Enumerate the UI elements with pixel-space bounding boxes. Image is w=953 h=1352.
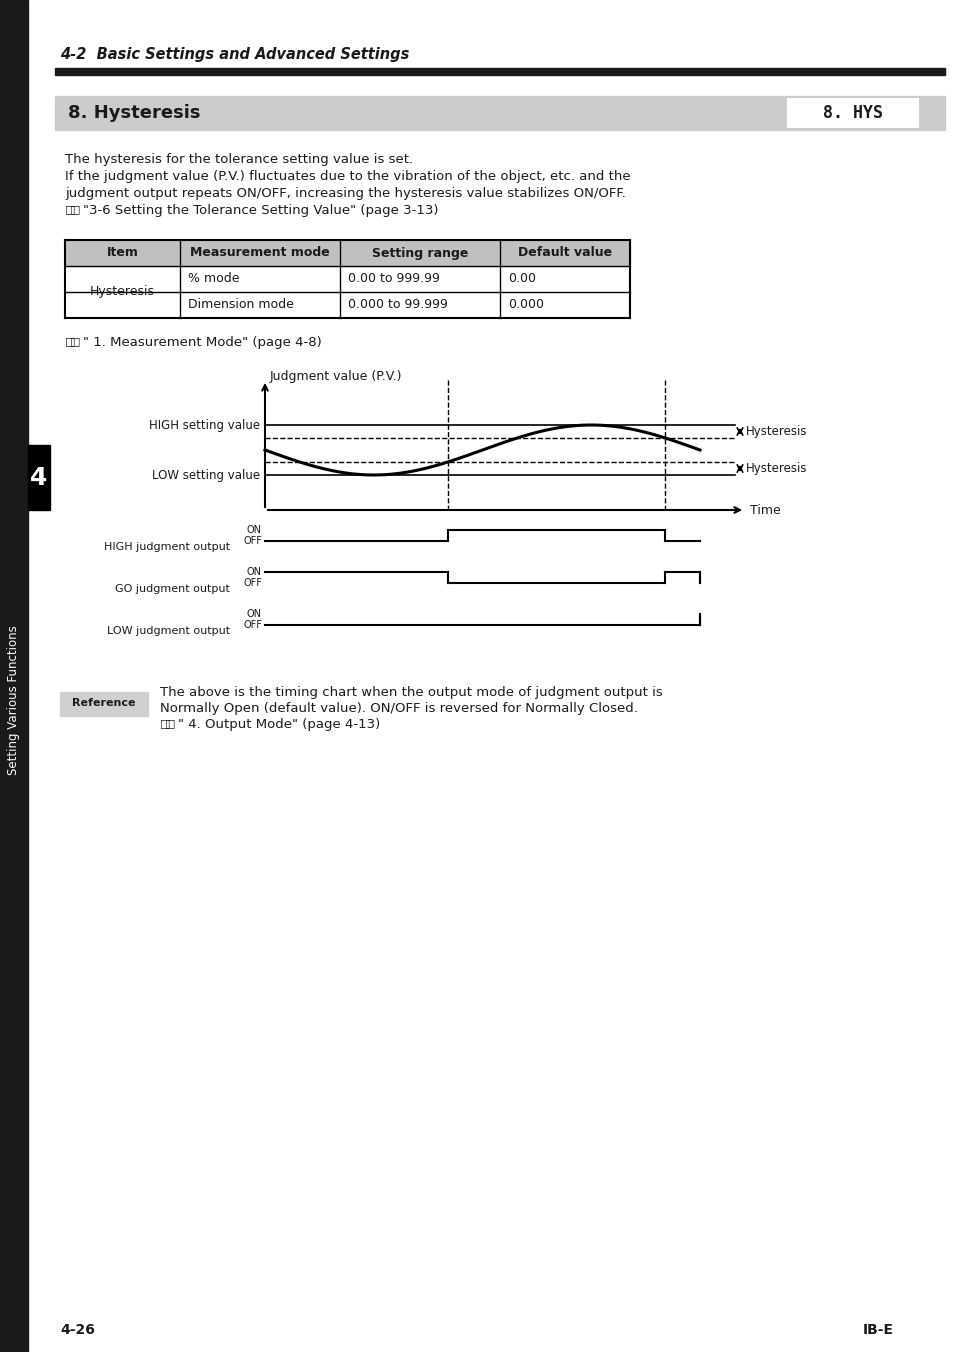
Bar xyxy=(60,692,148,717)
Text: □: □ xyxy=(70,204,80,214)
Text: Judgment value (P.V.): Judgment value (P.V.) xyxy=(270,370,402,383)
Text: □: □ xyxy=(65,337,75,346)
Text: Normally Open (default value). ON/OFF is reversed for Normally Closed.: Normally Open (default value). ON/OFF is… xyxy=(160,702,638,715)
Text: 8. Hysteresis: 8. Hysteresis xyxy=(68,104,200,122)
Text: Reference: Reference xyxy=(72,698,135,708)
Text: Hysteresis: Hysteresis xyxy=(745,425,806,438)
Text: 4-26: 4-26 xyxy=(60,1324,94,1337)
Bar xyxy=(65,241,629,266)
Text: LOW judgment output: LOW judgment output xyxy=(107,626,230,635)
Text: HIGH setting value: HIGH setting value xyxy=(149,419,260,431)
Text: " 1. Measurement Mode" (page 4-8): " 1. Measurement Mode" (page 4-8) xyxy=(83,337,321,349)
Text: judgment output repeats ON/OFF, increasing the hysteresis value stabilizes ON/OF: judgment output repeats ON/OFF, increasi… xyxy=(65,187,625,200)
Text: Item: Item xyxy=(107,246,138,260)
Text: ON: ON xyxy=(247,525,262,535)
Text: LOW setting value: LOW setting value xyxy=(152,469,260,481)
Text: OFF: OFF xyxy=(243,579,262,588)
Text: Time: Time xyxy=(749,503,780,516)
Text: % mode: % mode xyxy=(188,273,239,285)
Text: The hysteresis for the tolerance setting value is set.: The hysteresis for the tolerance setting… xyxy=(65,153,413,166)
Text: Setting range: Setting range xyxy=(372,246,468,260)
Text: Measurement mode: Measurement mode xyxy=(190,246,330,260)
Text: 8. HYS: 8. HYS xyxy=(822,104,882,122)
Text: If the judgment value (P.V.) fluctuates due to the vibration of the object, etc.: If the judgment value (P.V.) fluctuates … xyxy=(65,170,630,183)
Text: ON: ON xyxy=(247,566,262,577)
Text: OFF: OFF xyxy=(243,535,262,546)
Bar xyxy=(55,68,944,74)
Text: Setting Various Functions: Setting Various Functions xyxy=(8,625,20,775)
Text: Hysteresis: Hysteresis xyxy=(745,462,806,475)
Text: IB-E: IB-E xyxy=(862,1324,893,1337)
Bar xyxy=(787,99,917,127)
Text: 0.000 to 99.999: 0.000 to 99.999 xyxy=(348,299,447,311)
Text: 4: 4 xyxy=(30,466,48,489)
Text: ON: ON xyxy=(247,608,262,619)
Text: 0.00 to 999.99: 0.00 to 999.99 xyxy=(348,273,439,285)
Bar xyxy=(55,96,944,130)
Bar xyxy=(0,0,28,1352)
Text: Hysteresis: Hysteresis xyxy=(90,285,154,299)
Text: □: □ xyxy=(70,337,80,346)
Text: 0.00: 0.00 xyxy=(507,273,536,285)
Text: GO judgment output: GO judgment output xyxy=(115,584,230,594)
Text: 4-2  Basic Settings and Advanced Settings: 4-2 Basic Settings and Advanced Settings xyxy=(60,47,409,62)
Text: 0.000: 0.000 xyxy=(507,299,543,311)
Text: □: □ xyxy=(160,718,171,727)
Text: OFF: OFF xyxy=(243,621,262,630)
Text: Dimension mode: Dimension mode xyxy=(188,299,294,311)
Text: □: □ xyxy=(65,204,75,214)
Text: "3-6 Setting the Tolerance Setting Value" (page 3-13): "3-6 Setting the Tolerance Setting Value… xyxy=(83,204,438,218)
Text: Default value: Default value xyxy=(517,246,612,260)
Text: The above is the timing chart when the output mode of judgment output is: The above is the timing chart when the o… xyxy=(160,685,662,699)
Bar xyxy=(28,445,50,510)
Text: HIGH judgment output: HIGH judgment output xyxy=(104,542,230,552)
Text: " 4. Output Mode" (page 4-13): " 4. Output Mode" (page 4-13) xyxy=(178,718,380,731)
Text: □: □ xyxy=(165,718,175,727)
